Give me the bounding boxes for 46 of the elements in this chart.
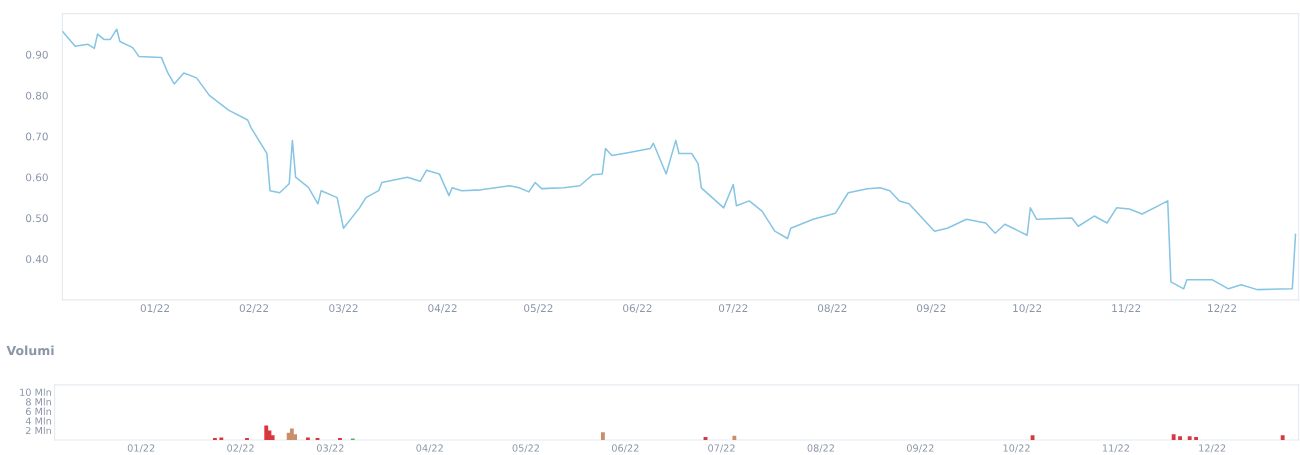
x-tick-label: 06/22 xyxy=(623,304,652,313)
x-tick-label: 04/22 xyxy=(416,444,443,453)
y-tick-label: 0.70 xyxy=(26,132,48,141)
y-tick-label: 0.80 xyxy=(26,91,48,100)
x-tick-label: 11/22 xyxy=(1102,444,1129,453)
bar xyxy=(264,425,269,440)
bar xyxy=(1178,436,1182,440)
y-tick-label: 8 Mln xyxy=(25,397,51,406)
y-tick-label: 4 Mln xyxy=(25,417,51,425)
x-tick-label: 03/22 xyxy=(316,444,344,453)
bar xyxy=(1194,437,1199,440)
x-tick-label: 05/22 xyxy=(512,444,539,453)
x-tick-label: 07/22 xyxy=(718,304,748,313)
line-series xyxy=(62,28,1297,291)
x-tick-label: 12/22 xyxy=(1208,304,1236,313)
y-tick-label: 0.40 xyxy=(26,255,48,264)
x-tick-label: 11/22 xyxy=(1112,304,1141,313)
x-tick-label: 12/22 xyxy=(1199,444,1226,453)
x-tick-label: 02/22 xyxy=(227,444,254,453)
x-tick-label: 10/22 xyxy=(1003,444,1030,453)
x-tick-label: 04/22 xyxy=(428,304,457,313)
bar xyxy=(1187,436,1192,440)
x-tick-label: 05/22 xyxy=(524,304,553,313)
x-tick-label: 01/22 xyxy=(140,304,170,313)
bar xyxy=(1280,435,1285,440)
x-tick-label: 03/22 xyxy=(329,304,358,313)
y-tick-label: 2 Mln xyxy=(26,426,51,435)
y-tick-label: 10 Mln xyxy=(20,388,51,396)
x-tick-label: 08/22 xyxy=(807,444,834,453)
y-tick-label: 0.50 xyxy=(26,214,48,223)
x-tick-label: 06/22 xyxy=(611,444,639,453)
bar xyxy=(732,435,737,440)
y-tick-label: 6 Mln xyxy=(25,407,51,416)
y-tick-label: 0.60 xyxy=(26,173,48,182)
y-tick-label: 0.90 xyxy=(26,50,48,59)
x-tick-label: 09/22 xyxy=(906,444,934,453)
x-tick-label: 09/22 xyxy=(917,304,946,313)
chart-title: Volumi xyxy=(6,345,54,356)
bar xyxy=(1171,434,1176,440)
x-tick-label: 02/22 xyxy=(239,304,269,313)
x-tick-label: 07/22 xyxy=(708,444,735,453)
x-tick-label: 08/22 xyxy=(817,304,847,313)
bar xyxy=(289,428,294,440)
bar xyxy=(600,432,605,440)
x-tick-label: 10/22 xyxy=(1013,304,1042,313)
x-tick-label: 01/22 xyxy=(127,444,155,453)
